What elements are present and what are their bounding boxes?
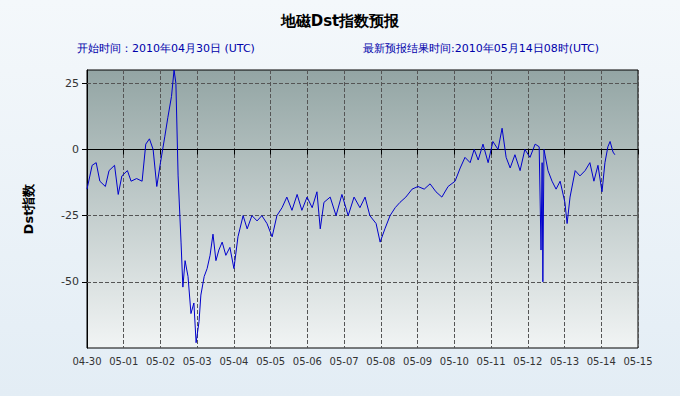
svg-text:05-15: 05-15	[623, 356, 652, 367]
svg-text:25: 25	[65, 77, 79, 90]
svg-text:最新预报结果时间:2010年05月14日08时(UTC): 最新预报结果时间:2010年05月14日08时(UTC)	[363, 42, 599, 55]
svg-text:05-02: 05-02	[146, 356, 175, 367]
svg-text:05-12: 05-12	[513, 356, 542, 367]
svg-text:05-01: 05-01	[109, 356, 138, 367]
svg-text:Dst指数: Dst指数	[21, 183, 36, 235]
svg-text:05-06: 05-06	[293, 356, 322, 367]
svg-text:05-09: 05-09	[403, 356, 432, 367]
svg-text:04-30: 04-30	[72, 356, 101, 367]
svg-text:-50: -50	[61, 275, 79, 288]
svg-text:地磁Dst指数预报: 地磁Dst指数预报	[280, 12, 401, 30]
svg-text:05-03: 05-03	[183, 356, 212, 367]
svg-text:05-11: 05-11	[477, 356, 506, 367]
svg-text:-25: -25	[61, 209, 79, 222]
svg-text:开始时间：2010年04月30日 (UTC): 开始时间：2010年04月30日 (UTC)	[77, 42, 255, 55]
svg-text:05-07: 05-07	[330, 356, 359, 367]
svg-text:05-08: 05-08	[366, 356, 395, 367]
svg-text:05-10: 05-10	[440, 356, 469, 367]
svg-text:05-14: 05-14	[587, 356, 616, 367]
svg-text:05-05: 05-05	[256, 356, 285, 367]
svg-text:05-04: 05-04	[219, 356, 248, 367]
svg-text:05-13: 05-13	[550, 356, 579, 367]
svg-text:0: 0	[72, 143, 79, 156]
